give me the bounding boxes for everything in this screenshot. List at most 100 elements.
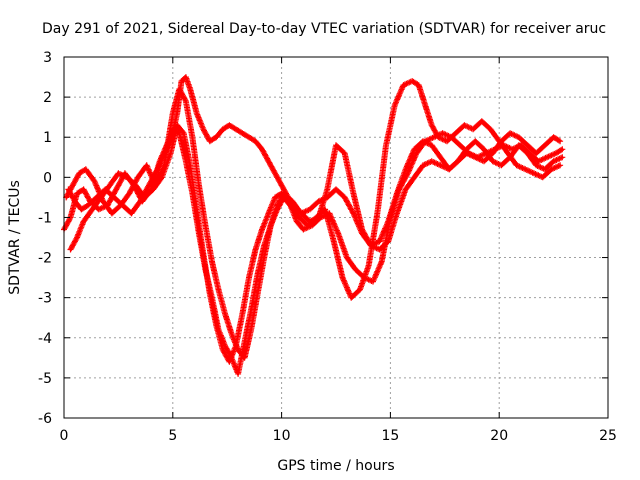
data-point [413,176,416,179]
data-point [75,236,79,239]
series-track-4 [63,86,566,361]
data-point [189,164,192,167]
data-point [236,348,240,352]
data-point [341,276,344,279]
data-point [295,220,299,223]
data-point [169,152,172,155]
data-point [458,144,462,147]
data-point [97,208,101,211]
data-point [254,248,257,251]
data-point [262,256,266,259]
data-point [86,204,90,207]
data-point [404,188,407,191]
data-point [247,136,251,139]
chart-title: Day 291 of 2021, Sidereal Day-to-day VTE… [42,21,606,37]
data-point [558,164,562,167]
data-point [108,184,111,187]
data-point [554,152,557,155]
data-point [439,156,442,159]
data-point [489,128,492,131]
data-point [552,136,555,139]
data-point [115,188,118,191]
data-point [482,148,486,151]
data-point [112,196,116,199]
data-point [145,164,148,167]
data-point [269,224,272,227]
data-point [471,128,475,131]
data-point [326,188,329,191]
data-point [84,168,87,171]
data-point [110,212,114,215]
data-point [402,83,405,87]
data-point [343,152,346,155]
data-point [369,244,373,247]
data-point [463,123,466,127]
data-point [243,340,246,343]
data-point [432,136,436,139]
x-tick-label: 5 [168,428,177,444]
data-point [343,196,346,199]
y-tick-label: -1 [38,210,52,226]
data-point [474,140,477,143]
y-tick-label: -3 [38,291,52,307]
data-point [175,123,179,127]
data-point [178,87,181,91]
axis-ticks: 0 5 10 15 20 25 -6 -5 -4 -3 -2 -1 0 1 2 3 [38,50,617,444]
data-point [393,103,396,107]
data-point [182,132,185,135]
data-point [75,192,79,195]
data-point [395,212,399,215]
data-point [413,148,416,151]
data-point [371,280,375,283]
data-point [247,276,251,279]
data-point [317,200,320,203]
data-point [534,152,538,155]
data-point [202,252,205,255]
data-point [323,208,327,211]
data-point [91,208,94,211]
data-point [561,156,564,159]
data-point [221,348,225,352]
data-point [119,204,122,207]
data-point [221,128,225,131]
data-point [354,268,357,271]
data-point [437,136,440,139]
data-point [367,264,370,267]
data-point [550,168,553,171]
y-tick-label: 0 [43,170,52,186]
data-point [334,144,338,147]
data-point [474,156,477,159]
data-point [276,204,279,207]
data-point [78,172,81,175]
data-point [380,260,383,263]
data-point [387,240,390,243]
data-point [543,168,547,171]
data-point [441,132,444,135]
data-point [430,123,433,127]
data-point [101,200,105,203]
data-point [208,292,211,295]
x-tick-label: 15 [381,428,399,444]
data-point [491,160,494,163]
y-tick-label: -4 [38,331,52,347]
data-point [130,212,133,215]
data-point [171,111,174,115]
data-point [234,128,238,131]
data-point [421,140,425,143]
data-point [524,168,527,171]
data-point [249,328,253,331]
data-point [280,184,283,187]
data-point [552,160,555,163]
data-point [317,216,320,219]
data-point [336,232,340,235]
data-point [273,172,277,175]
grid-lines [64,57,608,418]
data-point [537,160,540,163]
data-point [332,240,336,243]
data-point [256,292,259,295]
data-point [117,172,120,175]
data-point [136,176,140,179]
data-point [378,240,381,243]
y-tick-label: 3 [43,50,52,66]
